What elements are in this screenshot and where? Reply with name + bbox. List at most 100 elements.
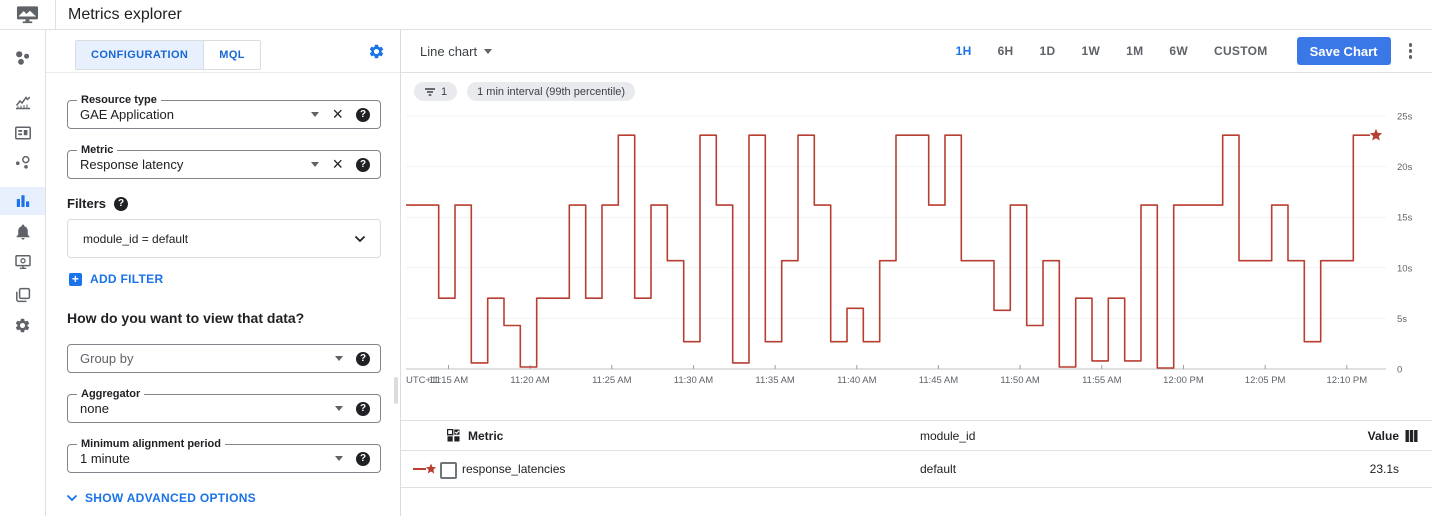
help-icon[interactable] xyxy=(356,451,370,466)
range-button-1w[interactable]: 1W xyxy=(1081,44,1101,58)
tab-mql[interactable]: MQL xyxy=(203,41,260,69)
range-button-6h[interactable]: 6H xyxy=(997,44,1014,58)
chevron-down-icon xyxy=(354,235,366,242)
chevron-down-icon xyxy=(484,48,493,54)
sidebar-item-uptime-checks[interactable] xyxy=(0,249,45,275)
resource-type-label: Resource type xyxy=(77,94,161,106)
sidebar-item-metrics[interactable] xyxy=(0,89,45,115)
clear-icon[interactable] xyxy=(332,157,343,173)
cell-module-id: default xyxy=(920,462,957,476)
group-by-placeholder: Group by xyxy=(80,351,134,366)
chevron-down-icon[interactable] xyxy=(311,162,320,167)
help-icon[interactable] xyxy=(356,107,370,122)
svg-text:11:45 AM: 11:45 AM xyxy=(919,375,959,386)
tab-configuration[interactable]: CONFIGURATION xyxy=(76,41,204,69)
select-metrics-icon[interactable] xyxy=(447,429,460,442)
sidebar-item-dashboards[interactable] xyxy=(0,120,45,146)
sidebar-item-groups[interactable] xyxy=(0,282,45,308)
dashboard-icon xyxy=(14,126,31,140)
aggregator-field[interactable]: Aggregator none xyxy=(67,388,381,423)
sidebar-item-services[interactable] xyxy=(0,150,45,176)
bar-chart-icon xyxy=(16,195,29,207)
svg-text:UTC+11: UTC+11 xyxy=(406,375,441,386)
sidebar-item-overview[interactable] xyxy=(0,45,45,71)
chevron-down-icon[interactable] xyxy=(311,112,320,117)
interval-chip[interactable]: 1 min interval (99th percentile) xyxy=(467,82,636,101)
monitor-icon xyxy=(14,255,31,269)
group-by-field[interactable]: Group by xyxy=(67,344,381,373)
add-filter-button[interactable]: ADD FILTER xyxy=(69,272,163,286)
save-chart-button[interactable]: Save Chart xyxy=(1296,37,1391,65)
latency-chart-svg[interactable]: 25s 20s 15s 10s 5s 0 11:15 AM 11:20 AM 11:25 AM 1… xyxy=(401,101,1432,401)
col-header-module-id[interactable]: module_id xyxy=(920,428,976,443)
svg-text:20s: 20s xyxy=(1397,162,1413,173)
min-alignment-value: 1 minute xyxy=(80,451,130,466)
metric-field[interactable]: Metric Response latency xyxy=(67,144,381,179)
svg-text:10s: 10s xyxy=(1397,263,1413,274)
metric-table: Metric module_id Value xyxy=(401,420,1432,488)
help-icon[interactable] xyxy=(356,401,370,416)
page-title: Metrics explorer xyxy=(68,5,182,23)
help-icon[interactable] xyxy=(114,196,129,211)
range-button-custom[interactable]: CUSTOM xyxy=(1213,44,1268,58)
help-icon[interactable] xyxy=(356,157,370,172)
svg-text:11:30 AM: 11:30 AM xyxy=(674,375,714,386)
svg-text:11:35 AM: 11:35 AM xyxy=(755,375,795,386)
clear-icon[interactable] xyxy=(332,107,343,123)
svg-text:0: 0 xyxy=(1397,365,1402,376)
scrollbar-thumb[interactable] xyxy=(394,377,398,404)
svg-text:25s: 25s xyxy=(1397,112,1413,123)
filters-section-label: Filters xyxy=(67,196,129,211)
range-button-1m[interactable]: 1M xyxy=(1126,44,1144,58)
chart-type-dropdown[interactable]: Line chart xyxy=(420,44,493,59)
range-button-1h[interactable]: 1H xyxy=(955,44,972,58)
cluster-icon xyxy=(16,50,30,65)
sidebar-item-settings[interactable] xyxy=(0,312,45,338)
gear-icon xyxy=(15,318,30,332)
chart-toolbar: Line chart 1H 6H 1D 1W 1M 6W CUSTOM Save… xyxy=(401,30,1432,73)
svg-text:5s: 5s xyxy=(1397,314,1407,325)
col-header-metric[interactable]: Metric xyxy=(468,428,504,443)
sidebar-item-alerting[interactable] xyxy=(0,219,45,245)
metric-label: Metric xyxy=(77,144,118,156)
sidebar-item-metrics-explorer[interactable] xyxy=(0,187,45,215)
min-alignment-field[interactable]: Minimum alignment period 1 minute xyxy=(67,438,381,473)
column-selector-icon[interactable] xyxy=(1405,421,1418,450)
help-icon[interactable] xyxy=(356,351,370,366)
view-data-question: How do you want to view that data? xyxy=(67,310,305,326)
more-options-icon[interactable] xyxy=(1403,39,1419,63)
svg-text:11:40 AM: 11:40 AM xyxy=(837,375,877,386)
range-button-6w[interactable]: 6W xyxy=(1169,44,1188,58)
nav-rail xyxy=(0,30,46,516)
table-row[interactable]: response_latencies default 23.1s xyxy=(401,451,1432,488)
col-header-value[interactable]: Value xyxy=(1367,428,1399,443)
monitoring-logo[interactable] xyxy=(0,0,56,29)
app-header: Metrics explorer xyxy=(0,0,1432,30)
range-button-1d[interactable]: 1D xyxy=(1039,44,1056,58)
chevron-down-icon[interactable] xyxy=(335,456,343,461)
config-settings-button[interactable] xyxy=(368,43,385,60)
svg-text:11:25 AM: 11:25 AM xyxy=(592,375,632,386)
filter-chip-module-id[interactable]: module_id = default xyxy=(67,219,381,258)
config-tab-group: CONFIGURATION MQL xyxy=(75,40,261,70)
chart-area: Line chart 1H 6H 1D 1W 1M 6W CUSTOM Save… xyxy=(401,30,1432,516)
chevron-down-icon[interactable] xyxy=(335,356,343,361)
svg-text:12:00 PM: 12:00 PM xyxy=(1163,375,1204,386)
svg-text:11:15 AM: 11:15 AM xyxy=(429,375,469,386)
row-checkbox[interactable] xyxy=(440,462,457,479)
cell-metric-name: response_latencies xyxy=(462,462,566,476)
chips-row: 1 1 min interval (99th percentile) xyxy=(414,82,636,101)
monitoring-logo-icon xyxy=(16,5,39,23)
configuration-panel: CONFIGURATION MQL Resource type GAE Appl… xyxy=(46,30,401,516)
chevron-down-icon[interactable] xyxy=(335,406,343,411)
trend-chart-icon xyxy=(15,96,30,110)
filter-icon xyxy=(425,87,435,96)
show-advanced-options-button[interactable]: SHOW ADVANCED OPTIONS xyxy=(66,491,256,505)
resource-type-field[interactable]: Resource type GAE Application xyxy=(67,94,381,129)
filter-expression: module_id = default xyxy=(83,231,189,246)
aggregator-value: none xyxy=(80,401,109,416)
bell-icon xyxy=(16,224,29,240)
services-icon xyxy=(15,155,30,169)
filter-count-chip[interactable]: 1 xyxy=(414,82,458,101)
gear-icon xyxy=(369,44,384,59)
